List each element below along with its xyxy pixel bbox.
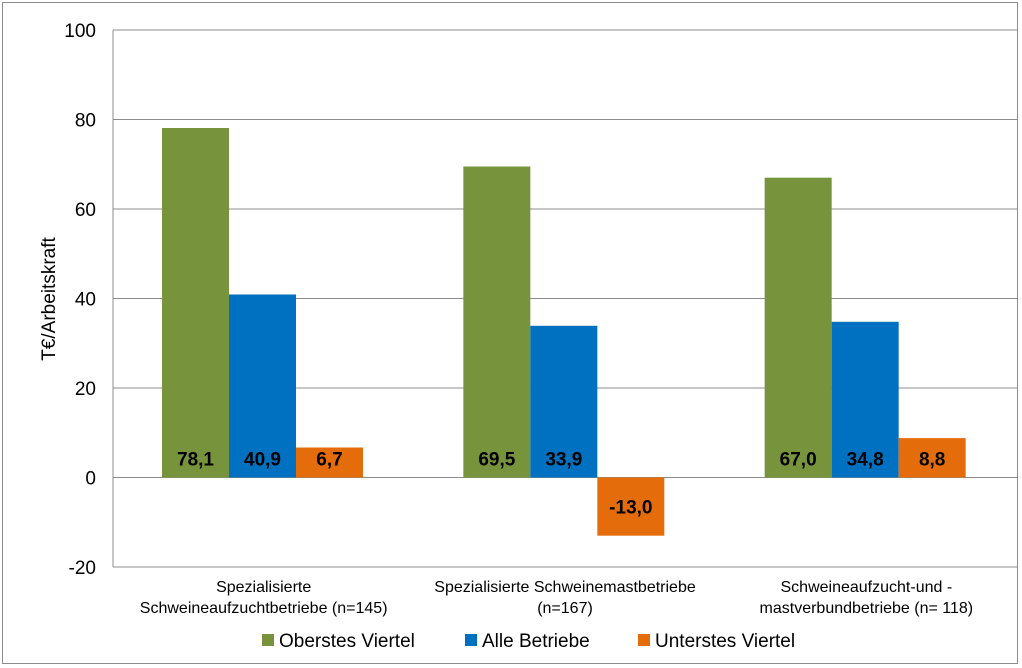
y-tick-label: 0 (85, 469, 96, 490)
data-labels: 78,1 40,9 6,7 69,5 33,9 -13,0 67,0 34,8 8,8 (177, 450, 945, 519)
legend-label: Alle Betriebe (482, 631, 590, 652)
y-tick-label: -20 (69, 558, 96, 579)
bar (831, 321, 899, 478)
bar (296, 447, 363, 478)
data-label: -13,0 (609, 498, 652, 519)
category-label: Spezialisierte (216, 579, 311, 596)
bar (597, 477, 665, 536)
bar (463, 166, 531, 478)
data-label: 33,9 (545, 450, 582, 471)
y-tick-label: 100 (64, 21, 96, 42)
y-tick-label: 20 (75, 379, 96, 400)
bar (229, 294, 296, 478)
category-label: (n=167) (537, 600, 593, 617)
y-axis-label: T€/Arbeitskraft (39, 237, 60, 361)
category-labels: Spezialisierte Schweineaufzuchtbetriebe (… (140, 579, 973, 617)
legend-swatch (262, 634, 274, 646)
bar (530, 325, 598, 478)
legend-label: Unterstes Viertel (655, 631, 795, 652)
legend-swatch (465, 634, 477, 646)
y-tick-label: 60 (75, 200, 96, 221)
y-axis-ticks: -20 0 20 40 60 80 100 (64, 21, 96, 579)
y-tick-label: 40 (75, 290, 96, 311)
data-label: 6,7 (316, 450, 342, 471)
legend: Oberstes Viertel Alle Betriebe Unterstes V… (262, 631, 795, 652)
bars (162, 128, 966, 536)
category-label: Spezialisierte Schweinemastbetriebe (434, 579, 696, 596)
data-label: 40,9 (244, 450, 281, 471)
data-label: 78,1 (177, 450, 214, 471)
bar (764, 177, 832, 478)
data-label: 67,0 (780, 450, 817, 471)
bar (162, 128, 229, 478)
bar (898, 438, 966, 478)
data-label: 34,8 (847, 450, 884, 471)
legend-swatch (638, 634, 650, 646)
category-label: Schweineaufzucht-und - (781, 579, 953, 596)
data-label: 69,5 (478, 450, 515, 471)
legend-label: Oberstes Viertel (279, 631, 415, 652)
category-label: mastverbundbetriebe (n= 118) (760, 600, 974, 617)
category-label: Schweineaufzuchtbetriebe (n=145) (140, 600, 388, 617)
data-label: 8,8 (919, 450, 945, 471)
y-tick-label: 80 (75, 111, 96, 132)
